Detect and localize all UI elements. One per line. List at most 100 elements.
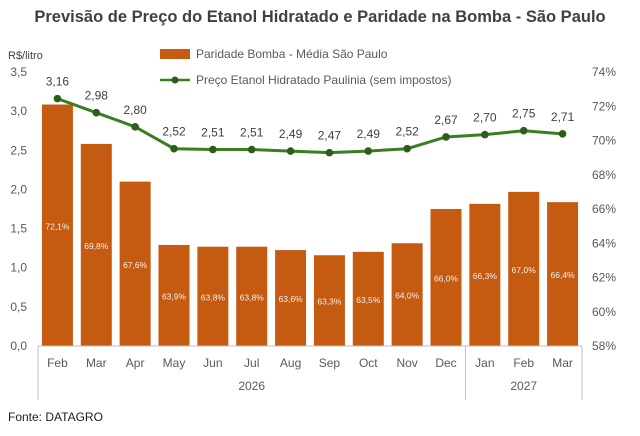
bar-data-label: 64,0%	[395, 291, 420, 301]
line-data-label: 2,52	[162, 125, 186, 139]
x-axis-tick: Dec	[435, 356, 456, 370]
legend: Paridade Bomba - Média São Paulo Preço E…	[160, 47, 451, 87]
line-point	[558, 130, 567, 138]
bar-data-label: 72,1%	[45, 221, 70, 231]
line-point	[325, 148, 334, 157]
line-point	[247, 145, 256, 154]
axes: 0,0 0,5 1,0 1,5 2,0 2,5 3,0 3,5 58% 60% 62% 64% 66% 6…	[10, 65, 616, 400]
bar-data-label: 63,8%	[240, 292, 265, 302]
line-data-label: 2,51	[201, 126, 225, 140]
right-axis-tick: 68%	[592, 168, 616, 182]
bar	[547, 202, 579, 346]
left-axis-tick: 1,5	[10, 222, 27, 236]
line-data-label: 2,47	[318, 129, 342, 143]
x-axis-tick: Feb	[47, 356, 68, 370]
left-axis-tick: 3,5	[10, 65, 27, 79]
line-data-label: 3,16	[46, 75, 70, 89]
left-axis-tick: 2,0	[10, 182, 27, 196]
bar	[430, 209, 462, 346]
line-point	[286, 147, 295, 155]
line-point	[53, 94, 62, 103]
line-point	[403, 144, 411, 153]
line-data-label: 2,75	[512, 107, 536, 121]
bar-data-label: 66,0%	[434, 274, 459, 284]
legend-label-line: Preço Etanol Hidratado Paulinia (sem imp…	[196, 73, 451, 87]
chart-title: Previsão de Preço do Etanol Hidratado e …	[34, 8, 606, 26]
line-point	[519, 126, 528, 135]
right-axis-tick: 60%	[592, 305, 616, 319]
bar-data-label: 63,3%	[317, 297, 342, 307]
right-axis-tick: 72%	[592, 99, 616, 113]
x-axis-tick: May	[163, 356, 186, 370]
bar-data-label: 63,5%	[356, 295, 381, 305]
line-point	[442, 133, 450, 141]
line-point	[364, 147, 373, 155]
line-data-label: 2,49	[279, 127, 303, 141]
x-axis-tick: Aug	[280, 356, 301, 370]
line-data-label: 2,52	[395, 125, 419, 139]
bar-data-label: 66,4%	[551, 270, 576, 280]
x-axis-tick: Feb	[513, 356, 534, 370]
legend-label-bar: Paridade Bomba - Média São Paulo	[196, 47, 388, 61]
x-axis-year-label: 2026	[238, 379, 265, 393]
left-axis-tick: 0,5	[10, 300, 27, 314]
bar	[236, 246, 268, 346]
x-axis-tick: Mar	[552, 356, 573, 370]
legend-swatch-marker	[171, 76, 179, 84]
bar	[275, 250, 307, 346]
line-data-label: 2,67	[434, 113, 458, 127]
right-axis-tick: 62%	[592, 271, 616, 285]
bar	[352, 251, 384, 346]
left-axis-unit-label: R$/litro	[8, 50, 43, 62]
bar-data-label: 67,0%	[512, 265, 537, 275]
bar	[469, 203, 501, 346]
line-series: 3,16 2,98 2,80 2,52 2,51 2,51 2,49 2,47 2,49 2,52…	[46, 75, 575, 157]
price-line	[56, 97, 563, 155]
bar	[197, 246, 229, 346]
line-point	[131, 123, 139, 131]
bar-data-label: 63,6%	[279, 294, 304, 304]
x-axis-tick: Jul	[244, 356, 259, 370]
bar	[41, 104, 73, 346]
bar-data-label: 63,8%	[201, 292, 226, 302]
bar-data-label: 69,8%	[84, 241, 109, 251]
right-axis-tick: 74%	[592, 65, 616, 79]
line-point	[92, 108, 101, 117]
line-data-label: 2,98	[85, 89, 109, 103]
line-data-label: 2,49	[357, 127, 381, 141]
bar	[391, 243, 423, 346]
x-axis-tick: Jun	[203, 356, 222, 370]
line-point	[170, 144, 178, 153]
right-axis-tick: 64%	[592, 236, 616, 250]
line-data-label: 2,80	[123, 103, 147, 117]
right-axis-tick: 70%	[592, 134, 616, 148]
x-axis-year-label: 2027	[510, 379, 537, 393]
left-axis-tick: 0,0	[10, 339, 27, 353]
right-axis-tick: 66%	[592, 202, 616, 216]
line-point	[481, 130, 489, 139]
x-axis-tick: Nov	[396, 356, 417, 370]
x-axis-tick: Oct	[359, 356, 378, 370]
x-axis-tick: Mar	[86, 356, 107, 370]
line-data-label: 2,51	[240, 126, 264, 140]
source-note: Fonte: DATAGRO	[8, 410, 103, 424]
bar	[313, 255, 345, 346]
left-axis-tick: 1,0	[10, 261, 27, 275]
bar	[80, 143, 112, 346]
bar	[119, 181, 151, 346]
x-axis-tick: Sep	[319, 356, 341, 370]
legend-swatch-bar	[160, 49, 190, 59]
bar-data-label: 67,6%	[123, 260, 148, 270]
bar	[508, 191, 540, 346]
bar	[158, 244, 190, 346]
line-point	[209, 145, 217, 154]
left-axis-tick: 2,5	[10, 143, 27, 157]
bar-data-label: 66,3%	[473, 271, 498, 281]
left-axis-tick: 3,0	[10, 104, 27, 118]
bar-data-label: 63,9%	[162, 291, 187, 301]
line-data-label: 2,71	[551, 110, 575, 124]
x-axis-tick: Apr	[126, 356, 145, 370]
bar-series: 72,1% 69,8% 67,6% 63,9% 63,8% 63,8% 63,6% 63,3%…	[41, 104, 579, 346]
x-axis-tick: Jan	[475, 356, 494, 370]
